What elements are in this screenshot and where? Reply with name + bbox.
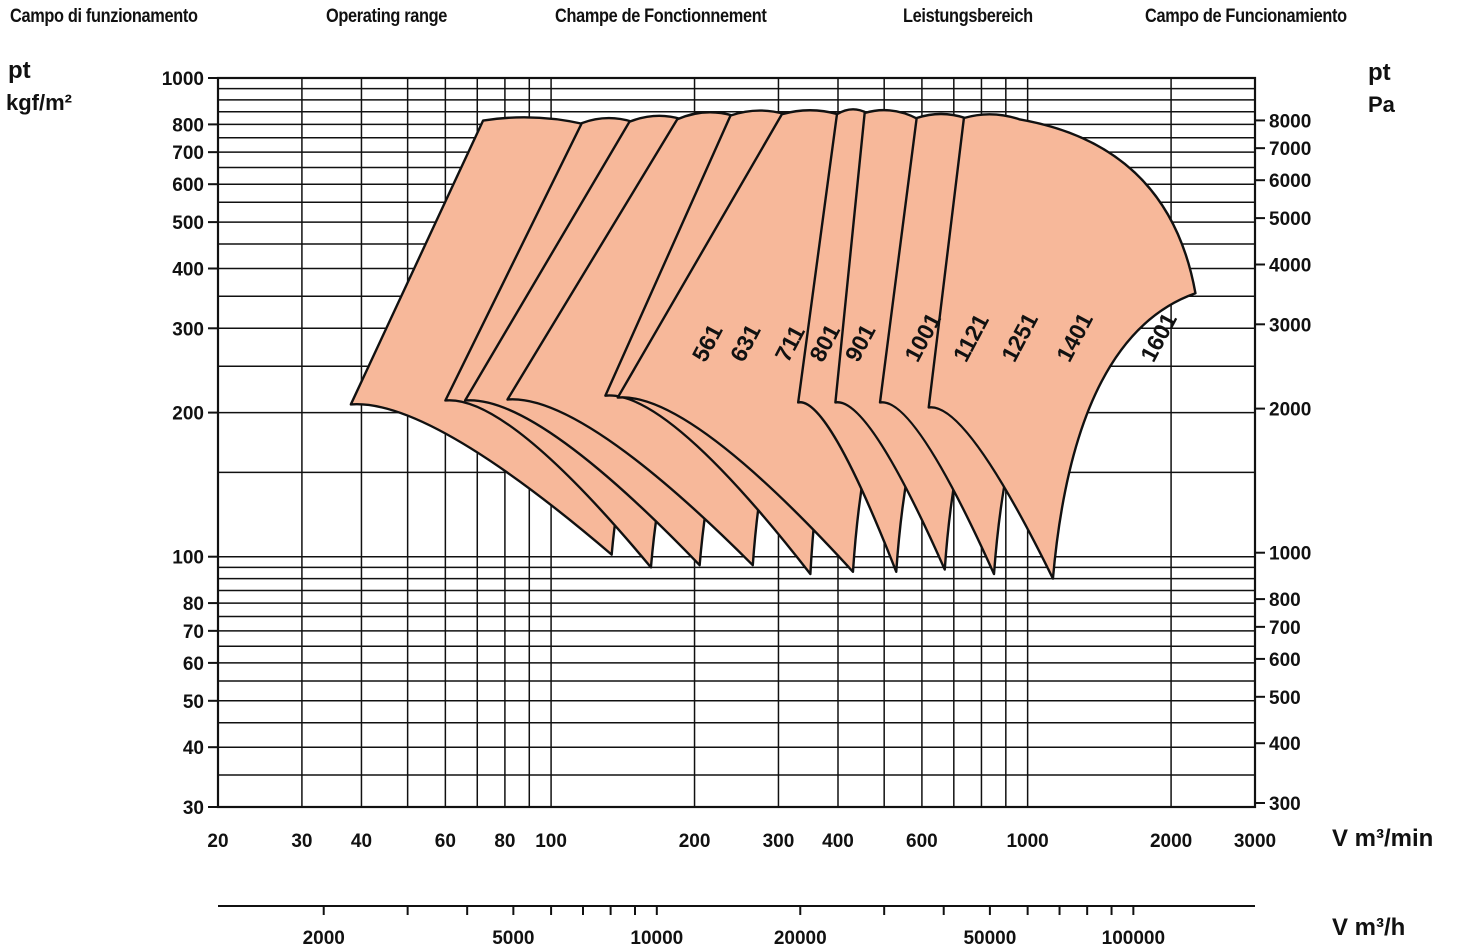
title-english: Operating range xyxy=(326,6,448,27)
hidden-edge-901 xyxy=(604,115,732,396)
bottom-tick-label: 40 xyxy=(351,831,372,852)
right-tick-label: 500 xyxy=(1269,688,1301,709)
hidden-edge-lower-1601 xyxy=(928,406,1054,579)
left-tick-label: 800 xyxy=(172,115,204,136)
plot-frame xyxy=(216,76,1257,809)
right-tick-label: 600 xyxy=(1269,650,1301,671)
left-tick-label: 700 xyxy=(172,143,204,164)
right-tick-label: 400 xyxy=(1269,734,1301,755)
left-tick-label: 400 xyxy=(172,259,204,280)
left-tick-label: 30 xyxy=(183,798,204,819)
secondary-tick-label: 100000 xyxy=(1102,928,1165,946)
bottom-tick-label: 100 xyxy=(535,831,567,852)
hidden-edge-1121 xyxy=(797,114,838,403)
bottom-tick-label: 2000 xyxy=(1150,831,1192,852)
title-german: Leistungsbereich xyxy=(903,6,1033,27)
bottom-axis-label: V m³/min xyxy=(1332,825,1433,852)
hidden-edge-lower-1121 xyxy=(798,401,897,573)
left-tick-label: 40 xyxy=(183,738,204,759)
right-tick-label: 1000 xyxy=(1269,544,1311,565)
left-axis-unit: kgf/m² xyxy=(6,90,72,115)
bottom-tick-label: 3000 xyxy=(1234,831,1276,852)
bottom-tick-label: 20 xyxy=(207,831,228,852)
right-tick-label: 2000 xyxy=(1269,400,1311,421)
left-tick-label: 300 xyxy=(172,319,204,340)
bottom-axis-ticks: 20 30 40 60 80 100 200 300 400 600 1000 2000 3000 xyxy=(207,831,1276,852)
right-axis-ticks: 300 400 500 600 700 800 1000 2000 3000 4000 5000 60… xyxy=(1255,111,1311,815)
title-spanish: Campo de Funcionamiento xyxy=(1145,6,1347,27)
left-tick-label: 1000 xyxy=(162,69,204,90)
hidden-edge-1251 xyxy=(834,112,866,403)
right-tick-label: 3000 xyxy=(1269,315,1311,336)
left-axis-symbol: pt xyxy=(8,57,31,84)
fan-regions xyxy=(349,108,1197,580)
right-axis-symbol: pt xyxy=(1368,59,1391,86)
secondary-tick-label: 20000 xyxy=(774,928,827,946)
right-tick-label: 5000 xyxy=(1269,209,1311,230)
left-axis-ticks: 30 40 50 60 70 80 100 200 300 400 500 600 700 800 1000 xyxy=(162,69,218,819)
hidden-edge-lower-631 xyxy=(445,399,652,568)
secondary-tick-label: 5000 xyxy=(492,928,534,946)
secondary-bottom-axis: 2000 5000 10000 20000 50000 100000 xyxy=(218,905,1255,946)
left-tick-label: 70 xyxy=(183,622,204,643)
left-tick-label: 60 xyxy=(183,654,204,675)
secondary-tick-label: 2000 xyxy=(303,928,345,946)
right-tick-label: 700 xyxy=(1269,618,1301,639)
right-tick-label: 800 xyxy=(1269,590,1301,611)
bottom-tick-label: 30 xyxy=(291,831,312,852)
right-tick-label: 4000 xyxy=(1269,256,1311,277)
fan-region-1601 xyxy=(927,113,1197,580)
bottom-tick-label: 60 xyxy=(435,831,456,852)
hidden-edge-lower-1251 xyxy=(835,401,946,570)
secondary-tick-label: 10000 xyxy=(630,928,683,946)
hidden-edge-1601 xyxy=(928,117,965,408)
hidden-edge-801 xyxy=(506,118,678,400)
title-italian: Campo di funzionamento xyxy=(10,6,198,27)
left-tick-label: 600 xyxy=(172,175,204,196)
right-axis-unit: Pa xyxy=(1368,92,1396,117)
title-french: Champe de Fonctionnement xyxy=(555,6,767,27)
right-tick-label: 8000 xyxy=(1269,111,1311,132)
left-tick-label: 500 xyxy=(172,213,204,234)
right-tick-label: 6000 xyxy=(1269,171,1311,192)
hidden-edge-711 xyxy=(464,121,631,401)
hidden-edge-lower-1401 xyxy=(879,401,995,575)
chart-title-row: Campo di funzionamento Operating range C… xyxy=(0,6,1457,36)
bottom-tick-label: 80 xyxy=(494,831,515,852)
hidden-edge-lower-801 xyxy=(507,398,754,566)
bottom-tick-label: 600 xyxy=(906,831,938,852)
bottom-tick-label: 200 xyxy=(679,831,711,852)
left-tick-label: 100 xyxy=(172,548,204,569)
bottom-tick-label: 1000 xyxy=(1006,831,1048,852)
right-tick-label: 7000 xyxy=(1269,139,1311,160)
hidden-edge-lower-1001 xyxy=(617,396,854,573)
hidden-edge-631 xyxy=(444,122,583,401)
left-tick-label: 80 xyxy=(183,594,204,615)
secondary-axis-label: V m³/h xyxy=(1332,914,1405,941)
secondary-tick-label: 50000 xyxy=(963,928,1016,946)
left-tick-label: 200 xyxy=(172,404,204,425)
hidden-edge-1001 xyxy=(617,113,783,398)
hidden-edge-lower-711 xyxy=(465,399,701,566)
right-tick-label: 300 xyxy=(1269,794,1301,815)
bottom-tick-label: 300 xyxy=(763,831,795,852)
bottom-tick-label: 400 xyxy=(822,831,854,852)
left-tick-label: 50 xyxy=(183,692,204,713)
hidden-edge-1401 xyxy=(879,117,918,403)
